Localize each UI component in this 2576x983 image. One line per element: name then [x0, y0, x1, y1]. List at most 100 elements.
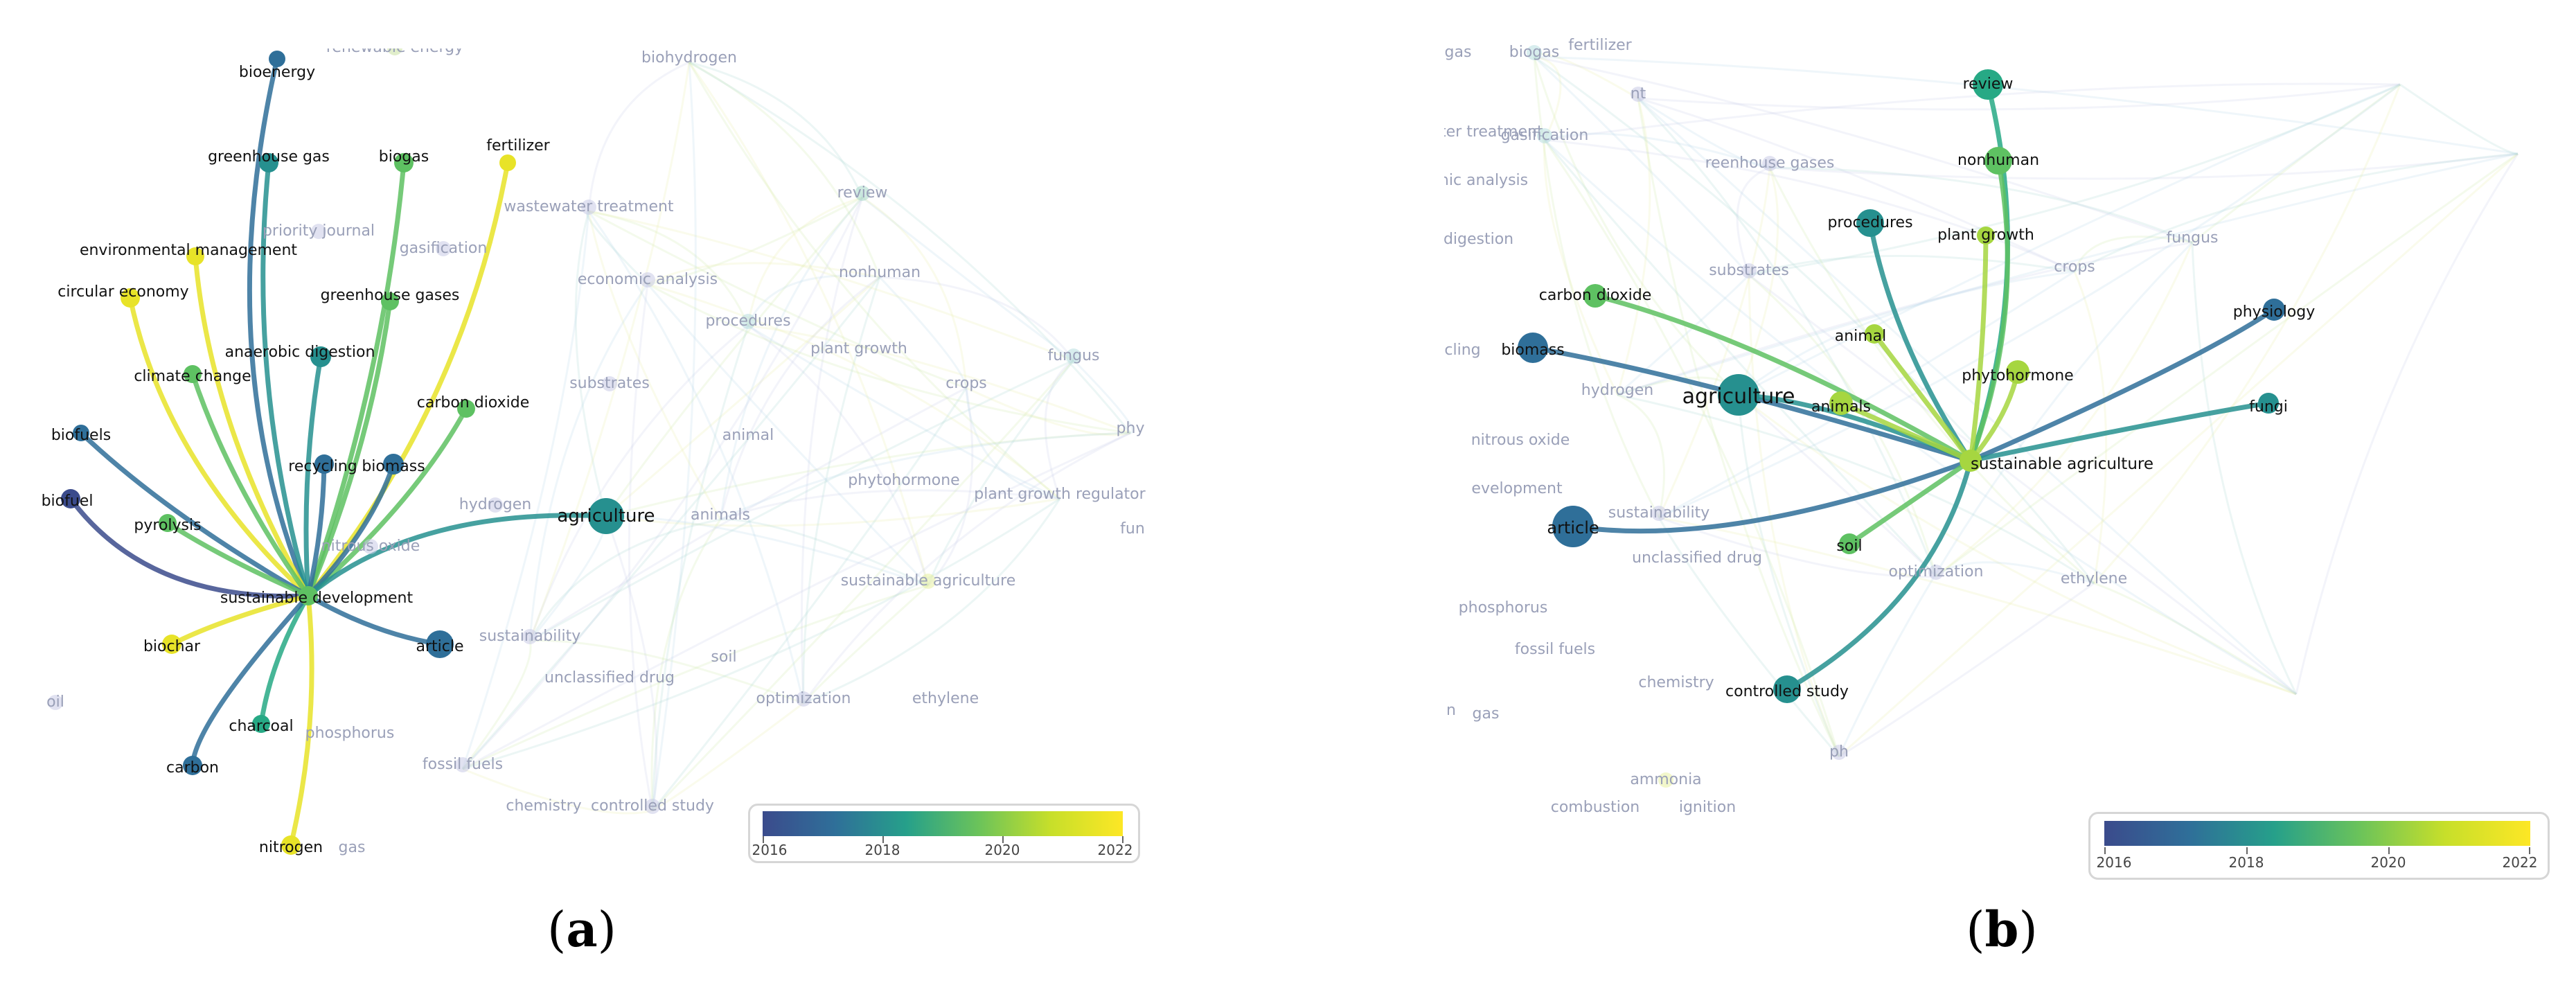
node-fungi[interactable] — [2258, 393, 2279, 414]
link-controlled-study — [1784, 458, 1973, 692]
node-biogas[interactable] — [394, 153, 414, 172]
node-charcoal[interactable] — [252, 715, 270, 733]
background-link — [647, 262, 880, 285]
link-fertilizer — [305, 160, 510, 599]
network-svg-b: gas biogas fertilizer nt wastewater treatmen… — [1444, 37, 2519, 816]
background-link — [1738, 270, 2075, 396]
faded-node — [311, 224, 326, 239]
node-circular-economy[interactable] — [121, 288, 140, 308]
background-link — [1748, 274, 2297, 696]
node-physiology[interactable] — [2263, 299, 2285, 321]
term-label-biochar: biochar — [143, 638, 201, 655]
background-link — [646, 283, 930, 587]
node-procedures[interactable] — [1856, 209, 1884, 237]
faded-term-label: fossil fuels — [423, 756, 503, 773]
background-link — [719, 276, 880, 520]
background-link — [1748, 254, 2075, 276]
background-link — [462, 768, 653, 815]
faded-node — [387, 48, 402, 55]
term-label-environmental-management: environmental management — [80, 242, 297, 259]
node-phytohormone[interactable] — [2006, 360, 2029, 384]
node-biochar[interactable] — [162, 635, 181, 654]
node-recycling[interactable] — [314, 454, 334, 474]
term-label-fertilizer: fertilizer — [486, 137, 550, 154]
node-review[interactable] — [1973, 69, 2003, 100]
term-label-review: review — [1963, 76, 2014, 93]
link-nitrogen — [288, 593, 314, 848]
background-link — [650, 519, 722, 811]
node-greenhouse-gas[interactable] — [259, 153, 278, 172]
background-link — [1534, 55, 1562, 141]
faded-node — [602, 376, 617, 391]
node-carbon[interactable] — [183, 756, 202, 775]
node-plant-growth[interactable] — [1977, 227, 1995, 245]
node-nitrogen[interactable] — [281, 835, 301, 855]
background-link — [927, 360, 1075, 586]
background-link — [878, 276, 968, 389]
background-link — [719, 197, 864, 520]
node-animals[interactable] — [1829, 391, 1853, 415]
faded-term-label: ethylene — [2061, 570, 2127, 587]
faded-term-label: phosphorus — [305, 725, 395, 742]
term-label-agriculture: agriculture — [1682, 384, 1795, 409]
background-link — [802, 584, 930, 704]
link-recycling — [305, 461, 327, 599]
node-controlled-study[interactable] — [1773, 675, 1801, 703]
faded-term-label: wastewater treatment — [1444, 123, 1543, 141]
faded-term-label: n — [1446, 702, 1456, 719]
node-article[interactable] — [1552, 506, 1594, 547]
faded-term-label: plant growth — [810, 340, 907, 357]
node-fertilizer[interactable] — [499, 154, 516, 171]
term-label-circular-economy: circular economy — [57, 283, 188, 301]
node-nonhuman[interactable] — [1984, 147, 2012, 175]
legend-year-2022: 2022 — [1097, 842, 1133, 858]
faded-term-label: ycling — [1444, 342, 1481, 359]
faded-node — [796, 691, 811, 707]
node-soil[interactable] — [1839, 533, 1860, 554]
network-map-b: gas biogas fertilizer nt wastewater treatmen… — [1444, 15, 2563, 898]
background-link — [1637, 98, 1840, 757]
node-carbon-dioxide[interactable] — [457, 400, 475, 418]
background-link — [462, 497, 1060, 770]
node-biofuel[interactable] — [61, 489, 80, 508]
node-animal[interactable] — [1865, 324, 1884, 344]
faded-term-label: nt — [1631, 85, 1646, 103]
background-link — [1534, 55, 2095, 584]
background-link — [2073, 236, 2193, 272]
faded-node — [1066, 348, 1081, 364]
background-link — [1738, 393, 2297, 696]
term-label-physiology: physiology — [2233, 303, 2316, 321]
node-bioenergy[interactable] — [269, 51, 285, 67]
link-carbon — [190, 593, 311, 768]
color-scale-bar — [763, 811, 1123, 836]
node-biofuels[interactable] — [73, 425, 89, 441]
node-biomass[interactable] — [383, 454, 404, 475]
link-climate-change — [190, 371, 311, 599]
background-link — [605, 276, 880, 517]
background-link — [1737, 394, 1840, 757]
node-greenhouse-gases[interactable] — [381, 292, 399, 310]
node-environmental-management[interactable] — [186, 247, 204, 265]
faded-node — [645, 799, 660, 814]
node-biomass[interactable] — [1518, 333, 1548, 363]
node-article[interactable] — [426, 630, 454, 658]
node-sustainable-agriculture[interactable] — [1960, 450, 1982, 472]
faded-node — [855, 186, 870, 201]
node-agriculture[interactable] — [1718, 374, 1759, 416]
node-climate-change[interactable] — [184, 365, 202, 383]
link-biogas — [305, 160, 407, 599]
node-carbon-dioxide[interactable] — [1583, 284, 1607, 308]
term-label-pyrolysis: pyrolysis — [134, 517, 201, 534]
link-carbon-dioxide — [305, 406, 469, 599]
node-pyrolysis[interactable] — [159, 514, 177, 532]
node-agriculture[interactable] — [588, 498, 624, 534]
background-link — [747, 324, 1131, 434]
background-link — [2295, 153, 2519, 695]
background-link — [1658, 516, 2297, 696]
background-link — [605, 497, 1060, 527]
background-link — [1543, 139, 1840, 757]
background-link — [1617, 241, 2193, 396]
term-label-article: article — [416, 638, 463, 655]
node-sustainable-development[interactable] — [299, 586, 318, 605]
node-anaerobic-digestion[interactable] — [310, 346, 331, 367]
